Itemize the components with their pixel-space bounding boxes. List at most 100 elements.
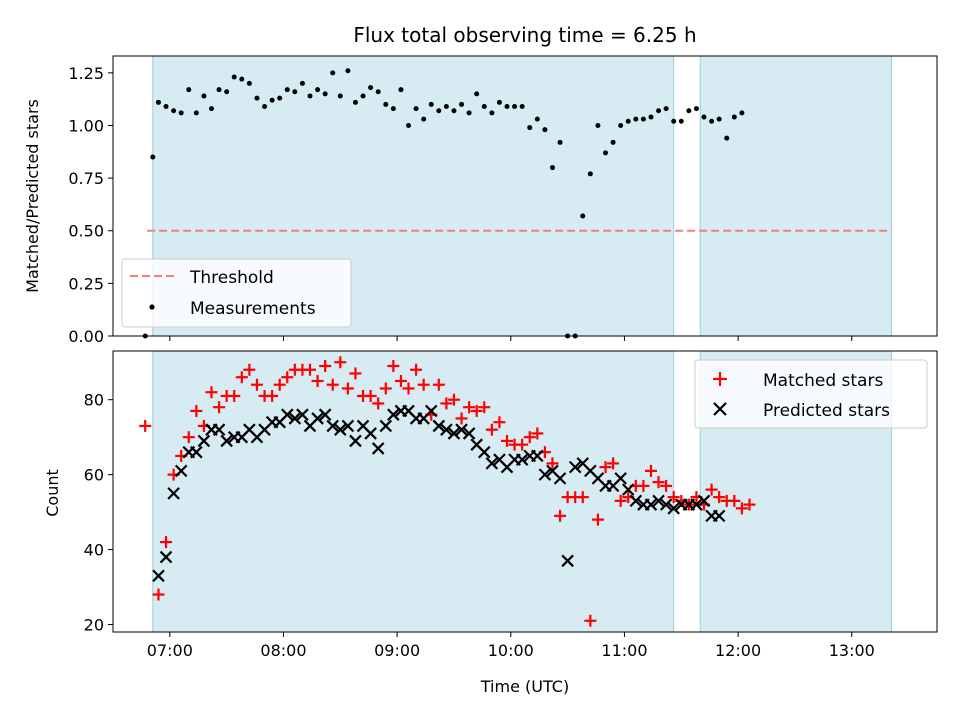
measurement-point [171, 108, 177, 114]
measurement-point [352, 99, 358, 105]
measurement-point [421, 116, 427, 122]
measurement-point [504, 104, 510, 110]
y-tick-label: 60 [84, 466, 104, 485]
measurement-point [451, 108, 457, 114]
x-tick-label: 12:00 [715, 641, 761, 660]
bottom-legend: Matched stars Predicted stars [694, 359, 928, 429]
predicted-star-marker [280, 408, 294, 421]
predicted-star-marker [652, 494, 665, 508]
matched-star-marker [667, 491, 680, 504]
predicted-star-marker [690, 498, 703, 511]
matched-star-marker [319, 359, 332, 372]
predicted-star-marker [644, 498, 658, 511]
predicted-star-marker [424, 404, 438, 418]
predicted-star-marker [296, 408, 309, 421]
matched-star-marker [637, 479, 650, 492]
measurement-point [716, 116, 722, 122]
matched-star-marker [326, 378, 339, 391]
measurement-point [580, 213, 586, 219]
matched-stars-markers [139, 356, 756, 627]
matched-star-marker [372, 397, 385, 410]
x-tick-label: 11:00 [601, 641, 647, 660]
measurement-point [413, 106, 419, 112]
measurement-point [390, 106, 396, 112]
y-tick-label: 0.25 [68, 274, 104, 293]
measurement-point [633, 116, 639, 122]
matched-star-marker [531, 427, 544, 440]
x-tick-label: 10:00 [488, 641, 534, 660]
measurement-point [231, 74, 237, 80]
measurement-point [239, 76, 245, 82]
top-y-ticks: 0.00 0.25 0.50 0.75 1.00 1.25 [68, 64, 113, 346]
predicted-star-marker [712, 509, 726, 523]
x-tick-label: 13:00 [829, 641, 875, 660]
measurement-point [625, 118, 631, 124]
matched-star-marker [139, 419, 152, 432]
measurement-point [163, 104, 169, 110]
legend-measurements-label: Measurements [190, 299, 316, 319]
matched-star-marker [485, 423, 498, 436]
bottom-x-axis-label: Time (UTC) [480, 677, 569, 696]
matched-star-marker [591, 513, 604, 526]
matched-star-marker [349, 367, 362, 380]
y-tick-label: 1.25 [68, 64, 104, 83]
matched-star-marker [228, 389, 241, 402]
matched-star-marker [607, 457, 620, 470]
matched-star-marker [273, 378, 286, 391]
predicted-star-marker [379, 419, 393, 433]
measurement-point [155, 99, 161, 105]
matched-star-marker [379, 382, 392, 395]
predicted-star-marker [349, 434, 362, 448]
measurement-point [610, 139, 616, 145]
measurement-point [693, 106, 699, 112]
top-chart-title: Flux total observing time = 6.25 h [353, 23, 696, 47]
legend-matched-label: Matched stars [763, 371, 883, 391]
legend-predicted-label: Predicted stars [763, 401, 890, 421]
matched-star-marker [493, 416, 506, 429]
matched-star-marker [470, 404, 483, 417]
matched-star-marker [160, 536, 173, 549]
matched-star-marker [447, 393, 460, 406]
measurement-point [739, 110, 745, 116]
measurement-point [307, 93, 313, 99]
predicted-star-marker [197, 434, 211, 448]
measurement-point [254, 95, 260, 101]
y-tick-label: 20 [84, 616, 104, 635]
measurement-point [496, 99, 502, 105]
predicted-star-marker [318, 408, 332, 421]
y-tick-label: 0.75 [68, 169, 104, 188]
matched-star-marker [478, 401, 491, 414]
predicted-star-marker [212, 423, 226, 436]
top-plot-frame [112, 55, 938, 337]
matched-star-marker [364, 389, 377, 402]
matched-star-marker [281, 371, 294, 384]
matched-star-marker [341, 382, 354, 395]
measurement-point [663, 106, 669, 112]
measurement-point [595, 122, 601, 128]
measurement-point [587, 171, 593, 177]
measurement-point [618, 122, 624, 128]
predicted-star-marker [553, 472, 567, 485]
measurement-point [519, 104, 525, 110]
measurement-point [216, 87, 222, 93]
y-tick-label: 1.00 [68, 116, 104, 135]
matched-star-marker [410, 363, 423, 376]
y-tick-label: 0.50 [68, 222, 104, 241]
measurement-point [656, 108, 662, 114]
measurement-point [640, 116, 646, 122]
matched-star-marker [440, 397, 453, 410]
measurement-point [428, 101, 434, 107]
predicted-star-marker [288, 412, 302, 425]
top-legend-box [121, 258, 352, 328]
measurement-point [678, 118, 684, 124]
measurement-point [322, 91, 328, 97]
predicted-star-marker [659, 498, 673, 511]
measurement-point [383, 101, 389, 107]
matched-star-marker [728, 494, 741, 507]
predicted-star-marker [432, 419, 446, 433]
matched-star-marker [705, 483, 718, 496]
predicted-star-marker [629, 494, 643, 508]
measurement-point [406, 122, 412, 128]
measurement-point [193, 110, 199, 116]
